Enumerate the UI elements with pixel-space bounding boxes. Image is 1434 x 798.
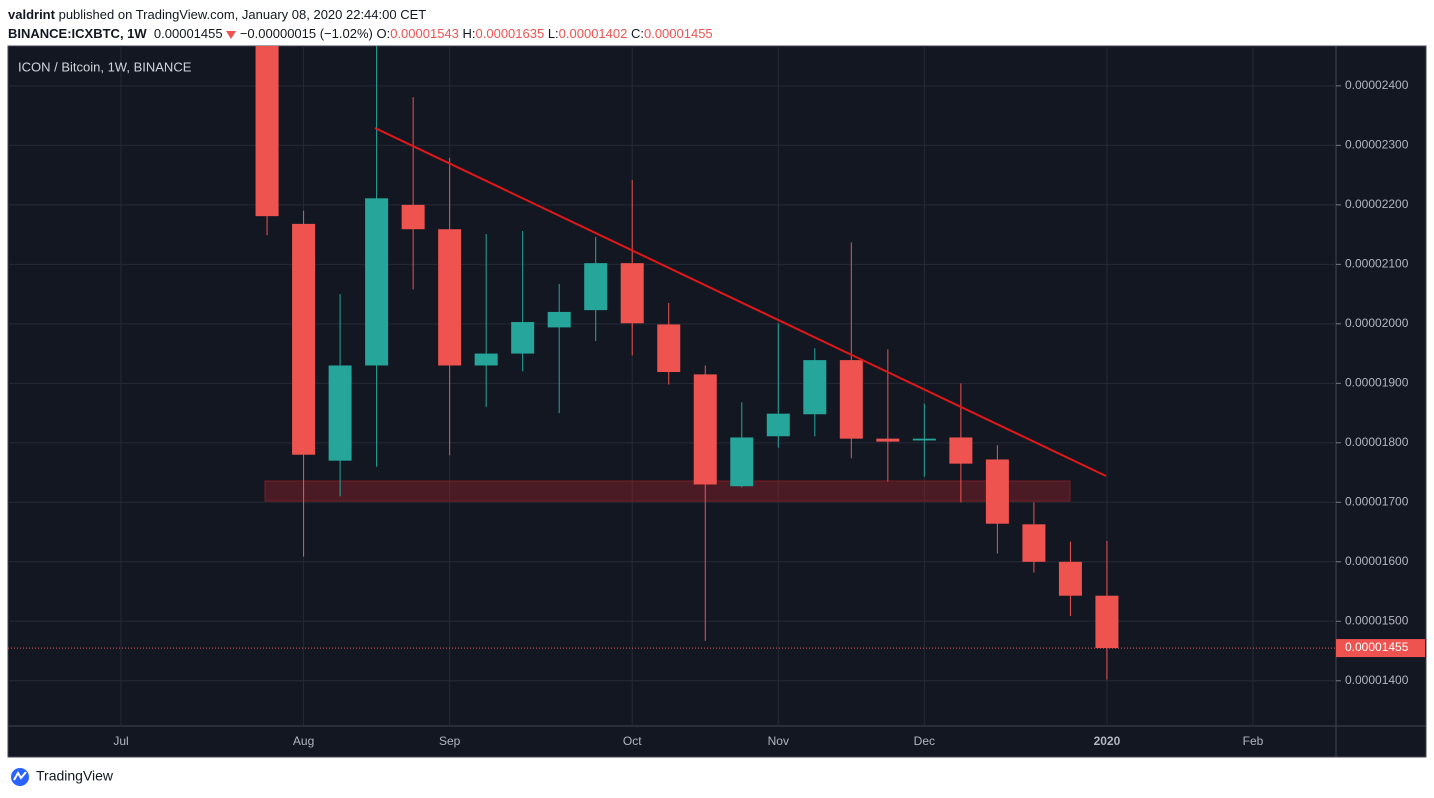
o-label: O: <box>376 26 391 41</box>
candle-body <box>584 263 608 311</box>
x-tick-label: Oct <box>623 734 642 748</box>
candle-body <box>328 365 352 461</box>
candle-body <box>474 353 498 366</box>
last-price: 0.00001455 <box>153 26 223 41</box>
x-tick-label: Feb <box>1243 734 1264 748</box>
published: published on TradingView.com, January 08… <box>58 7 427 22</box>
o-value: 0.00001543 <box>390 26 459 41</box>
candle-body <box>620 263 644 324</box>
y-tick-label: 0.00002400 <box>1345 78 1409 92</box>
candle-body <box>438 229 462 366</box>
candles <box>255 46 1119 680</box>
h-label: H: <box>462 26 476 41</box>
candle-body <box>949 437 973 464</box>
candle-body <box>1022 524 1046 562</box>
change: −0.00000015 (−1.02%) <box>239 26 373 41</box>
candle-body <box>766 413 790 437</box>
x-tick-label: 2020 <box>1094 734 1121 748</box>
candle-body <box>292 223 316 455</box>
candle-body <box>803 360 827 415</box>
x-tick-label: Jul <box>113 734 128 748</box>
candle-body <box>401 204 425 230</box>
candle-body <box>657 324 681 373</box>
x-tick-label: Sep <box>439 734 461 748</box>
y-tick-label: 0.00001800 <box>1345 435 1409 449</box>
logo-icon <box>11 768 29 786</box>
logo: TradingView <box>36 768 114 784</box>
y-tick-label: 0.00001700 <box>1345 494 1409 508</box>
support-zone <box>264 480 1071 502</box>
x-tick-label: Nov <box>768 734 789 748</box>
candle-body <box>730 437 754 487</box>
header: valdrint published on TradingView.com, J… <box>8 5 713 43</box>
x-tick-label: Aug <box>293 734 314 748</box>
candle-body <box>876 438 900 442</box>
y-tick-label: 0.00002200 <box>1345 197 1409 211</box>
h-value: 0.00001635 <box>475 26 545 41</box>
l-label: L: <box>547 26 559 41</box>
y-tick-label: 0.00002000 <box>1345 316 1409 330</box>
candle-body <box>985 459 1009 524</box>
y-tick-label: 0.00001600 <box>1345 554 1409 568</box>
last-price-box <box>1336 639 1425 658</box>
c-label: C: <box>630 26 644 41</box>
candle-body <box>839 360 863 439</box>
logo-mark <box>13 771 27 781</box>
candle-body <box>1058 561 1082 596</box>
candle-body <box>547 311 571 328</box>
y-tick-label: 0.00002300 <box>1345 138 1409 152</box>
candle-body <box>912 438 936 441</box>
publish-line: valdrint published on TradingView.com, J… <box>8 5 713 24</box>
y-tick-label: 0.00001900 <box>1345 375 1409 389</box>
symbol-line: BINANCE:ICXBTC, 1W 0.00001455 −0.0000001… <box>8 24 713 43</box>
chart-panel <box>7 45 1427 758</box>
candle-body <box>365 198 389 366</box>
trend-line <box>374 127 1107 477</box>
grid <box>8 46 1336 726</box>
chart-title: ICON / Bitcoin, 1W, BINANCE <box>18 59 192 74</box>
down-arrow <box>226 31 237 40</box>
candle-body <box>693 374 717 485</box>
author: valdrint <box>8 7 55 22</box>
y-tick-label: 0.00001500 <box>1345 613 1409 627</box>
candle-body <box>511 322 535 354</box>
last-price-label: 0.00001455 <box>1345 640 1409 654</box>
candle-body <box>1095 595 1119 649</box>
y-tick-label: 0.00001400 <box>1345 673 1409 687</box>
symbol: BINANCE:ICXBTC, 1W <box>8 26 147 41</box>
c-value: 0.00001455 <box>643 26 713 41</box>
l-value: 0.00001402 <box>558 26 628 41</box>
x-tick-label: Dec <box>914 734 935 748</box>
y-tick-label: 0.00002100 <box>1345 257 1409 271</box>
